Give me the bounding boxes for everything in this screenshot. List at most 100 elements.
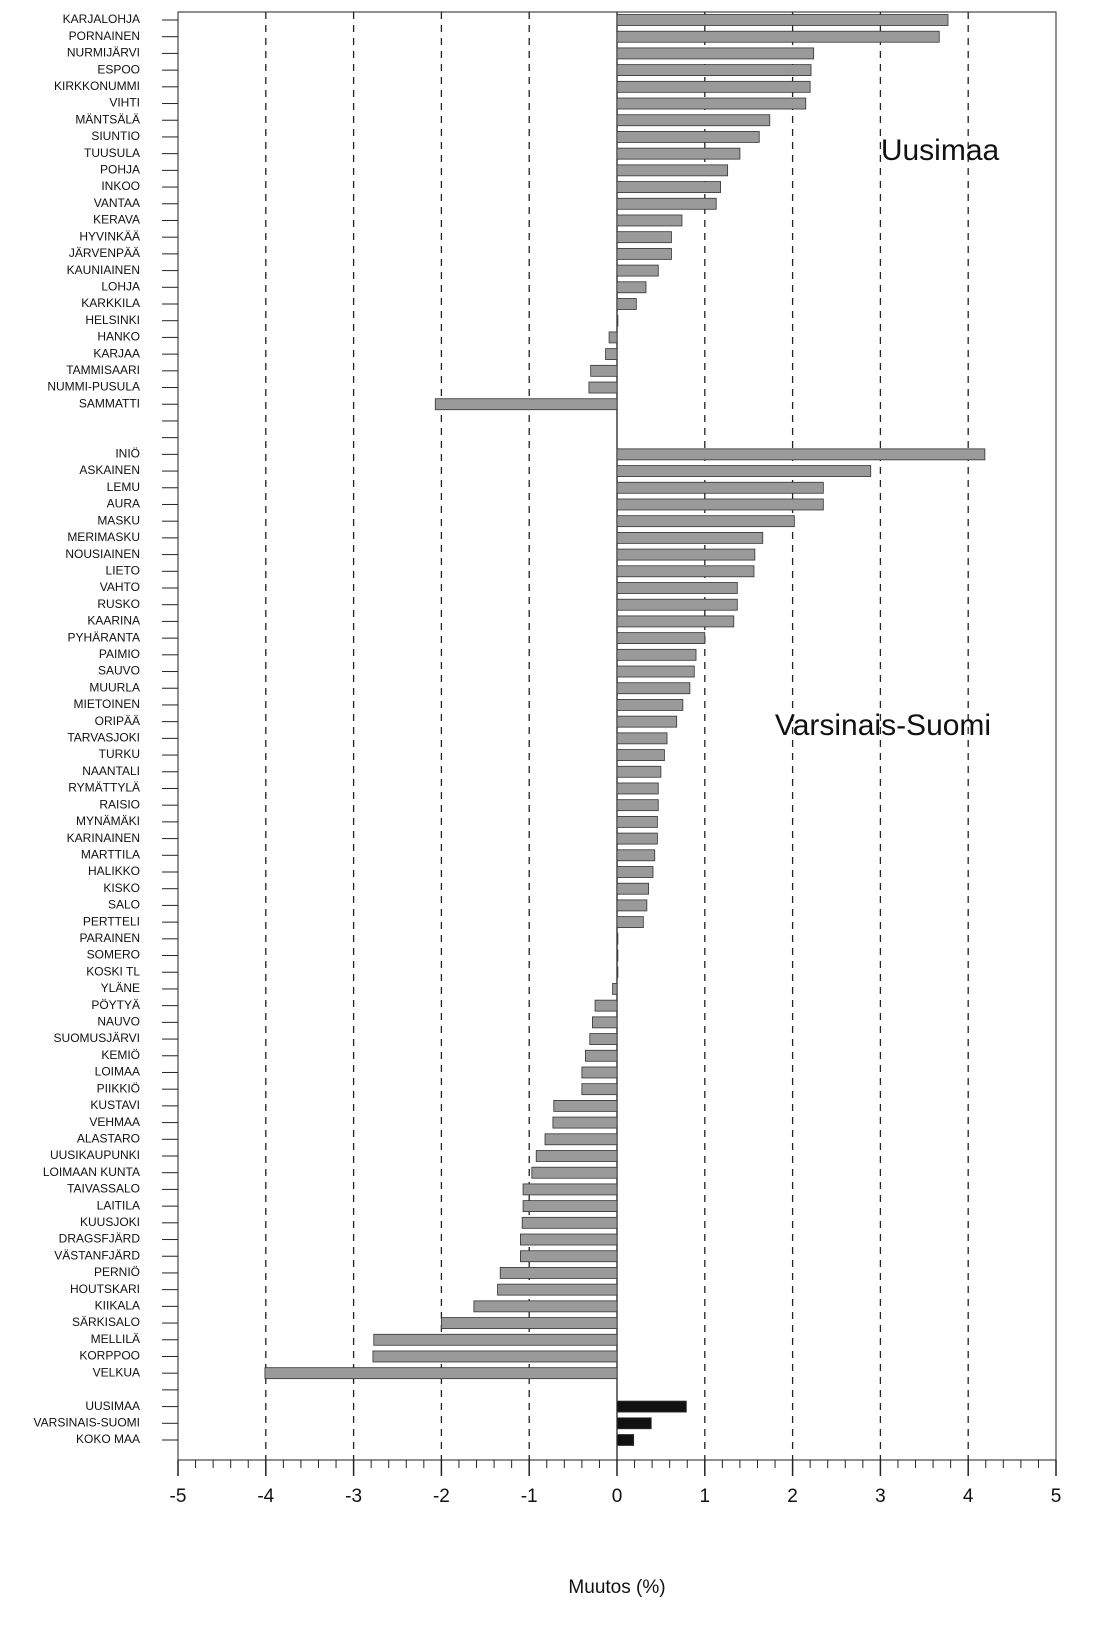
y-tick-label: PAIMIO [99, 647, 140, 661]
y-tick-label: MARTTILA [81, 847, 140, 861]
bar [616, 932, 619, 945]
y-tick-label: RUSKO [97, 597, 140, 611]
bar [522, 1200, 618, 1213]
y-tick-label: LOIMAAN KUNTA [43, 1165, 140, 1179]
bar [616, 1417, 652, 1430]
bar [544, 1133, 618, 1146]
bar [616, 749, 665, 761]
y-tick-label: MYNÄMÄKI [76, 814, 140, 828]
annotation: Uusimaa [881, 134, 1000, 167]
y-tick-label: YLÄNE [101, 981, 140, 995]
bar [581, 1066, 618, 1079]
bar [616, 281, 647, 294]
y-tick-label: INIÖ [115, 447, 140, 461]
bar [616, 64, 812, 77]
bar [372, 1350, 618, 1363]
bar [616, 949, 619, 962]
y-tick-label: HOUTSKARI [70, 1282, 140, 1296]
x-tick-label: -3 [345, 1486, 362, 1507]
bar [605, 348, 618, 361]
y-tick-label: PORNAINEN [69, 29, 140, 43]
bar [616, 298, 637, 310]
y-tick-label: LOIMAA [95, 1065, 140, 1079]
bar [616, 14, 949, 26]
y-tick-label: KUSTAVI [90, 1098, 140, 1112]
y-tick-label: PÖYTYÄ [91, 998, 140, 1012]
y-tick-label: PARAINEN [80, 931, 140, 945]
y-tick-label: KIRKKONUMMI [54, 79, 140, 93]
y-tick-label: HANKO [97, 330, 140, 344]
y-tick-label: MERIMASKU [67, 530, 140, 544]
y-tick-label: VANTAA [94, 196, 140, 210]
x-tick-label: -4 [257, 1486, 274, 1507]
y-tick-label: TUUSULA [84, 146, 140, 160]
bar [616, 114, 771, 127]
bar [612, 983, 618, 995]
bar [616, 481, 824, 494]
bar [616, 615, 735, 628]
y-tick-label: KARJALOHJA [63, 12, 140, 26]
y-tick-label: KARJAA [93, 346, 140, 360]
bar [616, 47, 815, 60]
bar [520, 1233, 618, 1246]
bar [434, 398, 618, 411]
y-tick-label: RAISIO [99, 797, 140, 811]
bar [520, 1250, 618, 1263]
bar [616, 582, 738, 594]
bar [616, 699, 684, 711]
y-tick-label: KEMIÖ [101, 1048, 140, 1062]
bar [552, 1116, 618, 1129]
y-tick-label: KORPPOO [79, 1349, 140, 1363]
y-tick-label: KAARINA [87, 614, 140, 628]
bar [616, 832, 658, 845]
y-tick-label: NURMIJÄRVI [67, 46, 140, 60]
bar [473, 1300, 618, 1313]
bar [616, 682, 691, 695]
y-tick-label: KERAVA [93, 213, 140, 227]
bar [616, 314, 619, 327]
bar [616, 632, 706, 645]
y-tick-label: KISKO [103, 881, 140, 895]
bar [590, 364, 618, 377]
y-tick-label: MASKU [97, 513, 140, 527]
y-tick-label: UUSIKAUPUNKI [50, 1148, 140, 1162]
bar [616, 131, 760, 143]
bar [616, 515, 795, 528]
x-tick-label: -5 [170, 1486, 187, 1507]
y-tick-label: SUOMUSJÄRVI [54, 1031, 140, 1045]
bar [616, 465, 872, 477]
y-tick-label: MELLILÄ [91, 1332, 140, 1346]
bar [616, 866, 654, 878]
bar [616, 197, 717, 210]
bar [616, 815, 658, 828]
y-tick-label: JÄRVENPÄÄ [69, 246, 140, 260]
y-tick-label: RYMÄTTYLÄ [68, 781, 140, 795]
y-tick-label: KUUSJOKI [80, 1215, 140, 1229]
bar [616, 565, 755, 578]
y-tick-label: ORIPÄÄ [95, 714, 140, 728]
bar [594, 999, 618, 1012]
y-tick-label: HALIKKO [88, 864, 140, 878]
y-tick-label: KOSKI TL [86, 964, 140, 978]
bar [616, 665, 695, 678]
y-tick-label: DRAGSFJÄRD [59, 1232, 141, 1246]
y-tick-label: TURKU [99, 747, 140, 761]
y-tick-label: VIHTI [109, 96, 140, 110]
y-tick-label: PYHÄRANTA [68, 630, 140, 644]
bar [616, 181, 722, 193]
bar [616, 498, 824, 511]
y-tick-label: KOKO MAA [76, 1432, 140, 1446]
bar [616, 849, 656, 862]
y-tick-label: ASKAINEN [79, 463, 140, 477]
x-tick-label: -2 [433, 1486, 450, 1507]
y-tick-label: INKOO [101, 179, 140, 193]
y-tick-label: MUURLA [89, 680, 140, 694]
bar [535, 1150, 618, 1162]
bar [616, 531, 764, 544]
bar [616, 1400, 687, 1413]
y-tick-label: TAIVASSALO [67, 1182, 140, 1196]
bar [616, 548, 756, 561]
bar [497, 1283, 618, 1296]
bar [616, 916, 644, 929]
